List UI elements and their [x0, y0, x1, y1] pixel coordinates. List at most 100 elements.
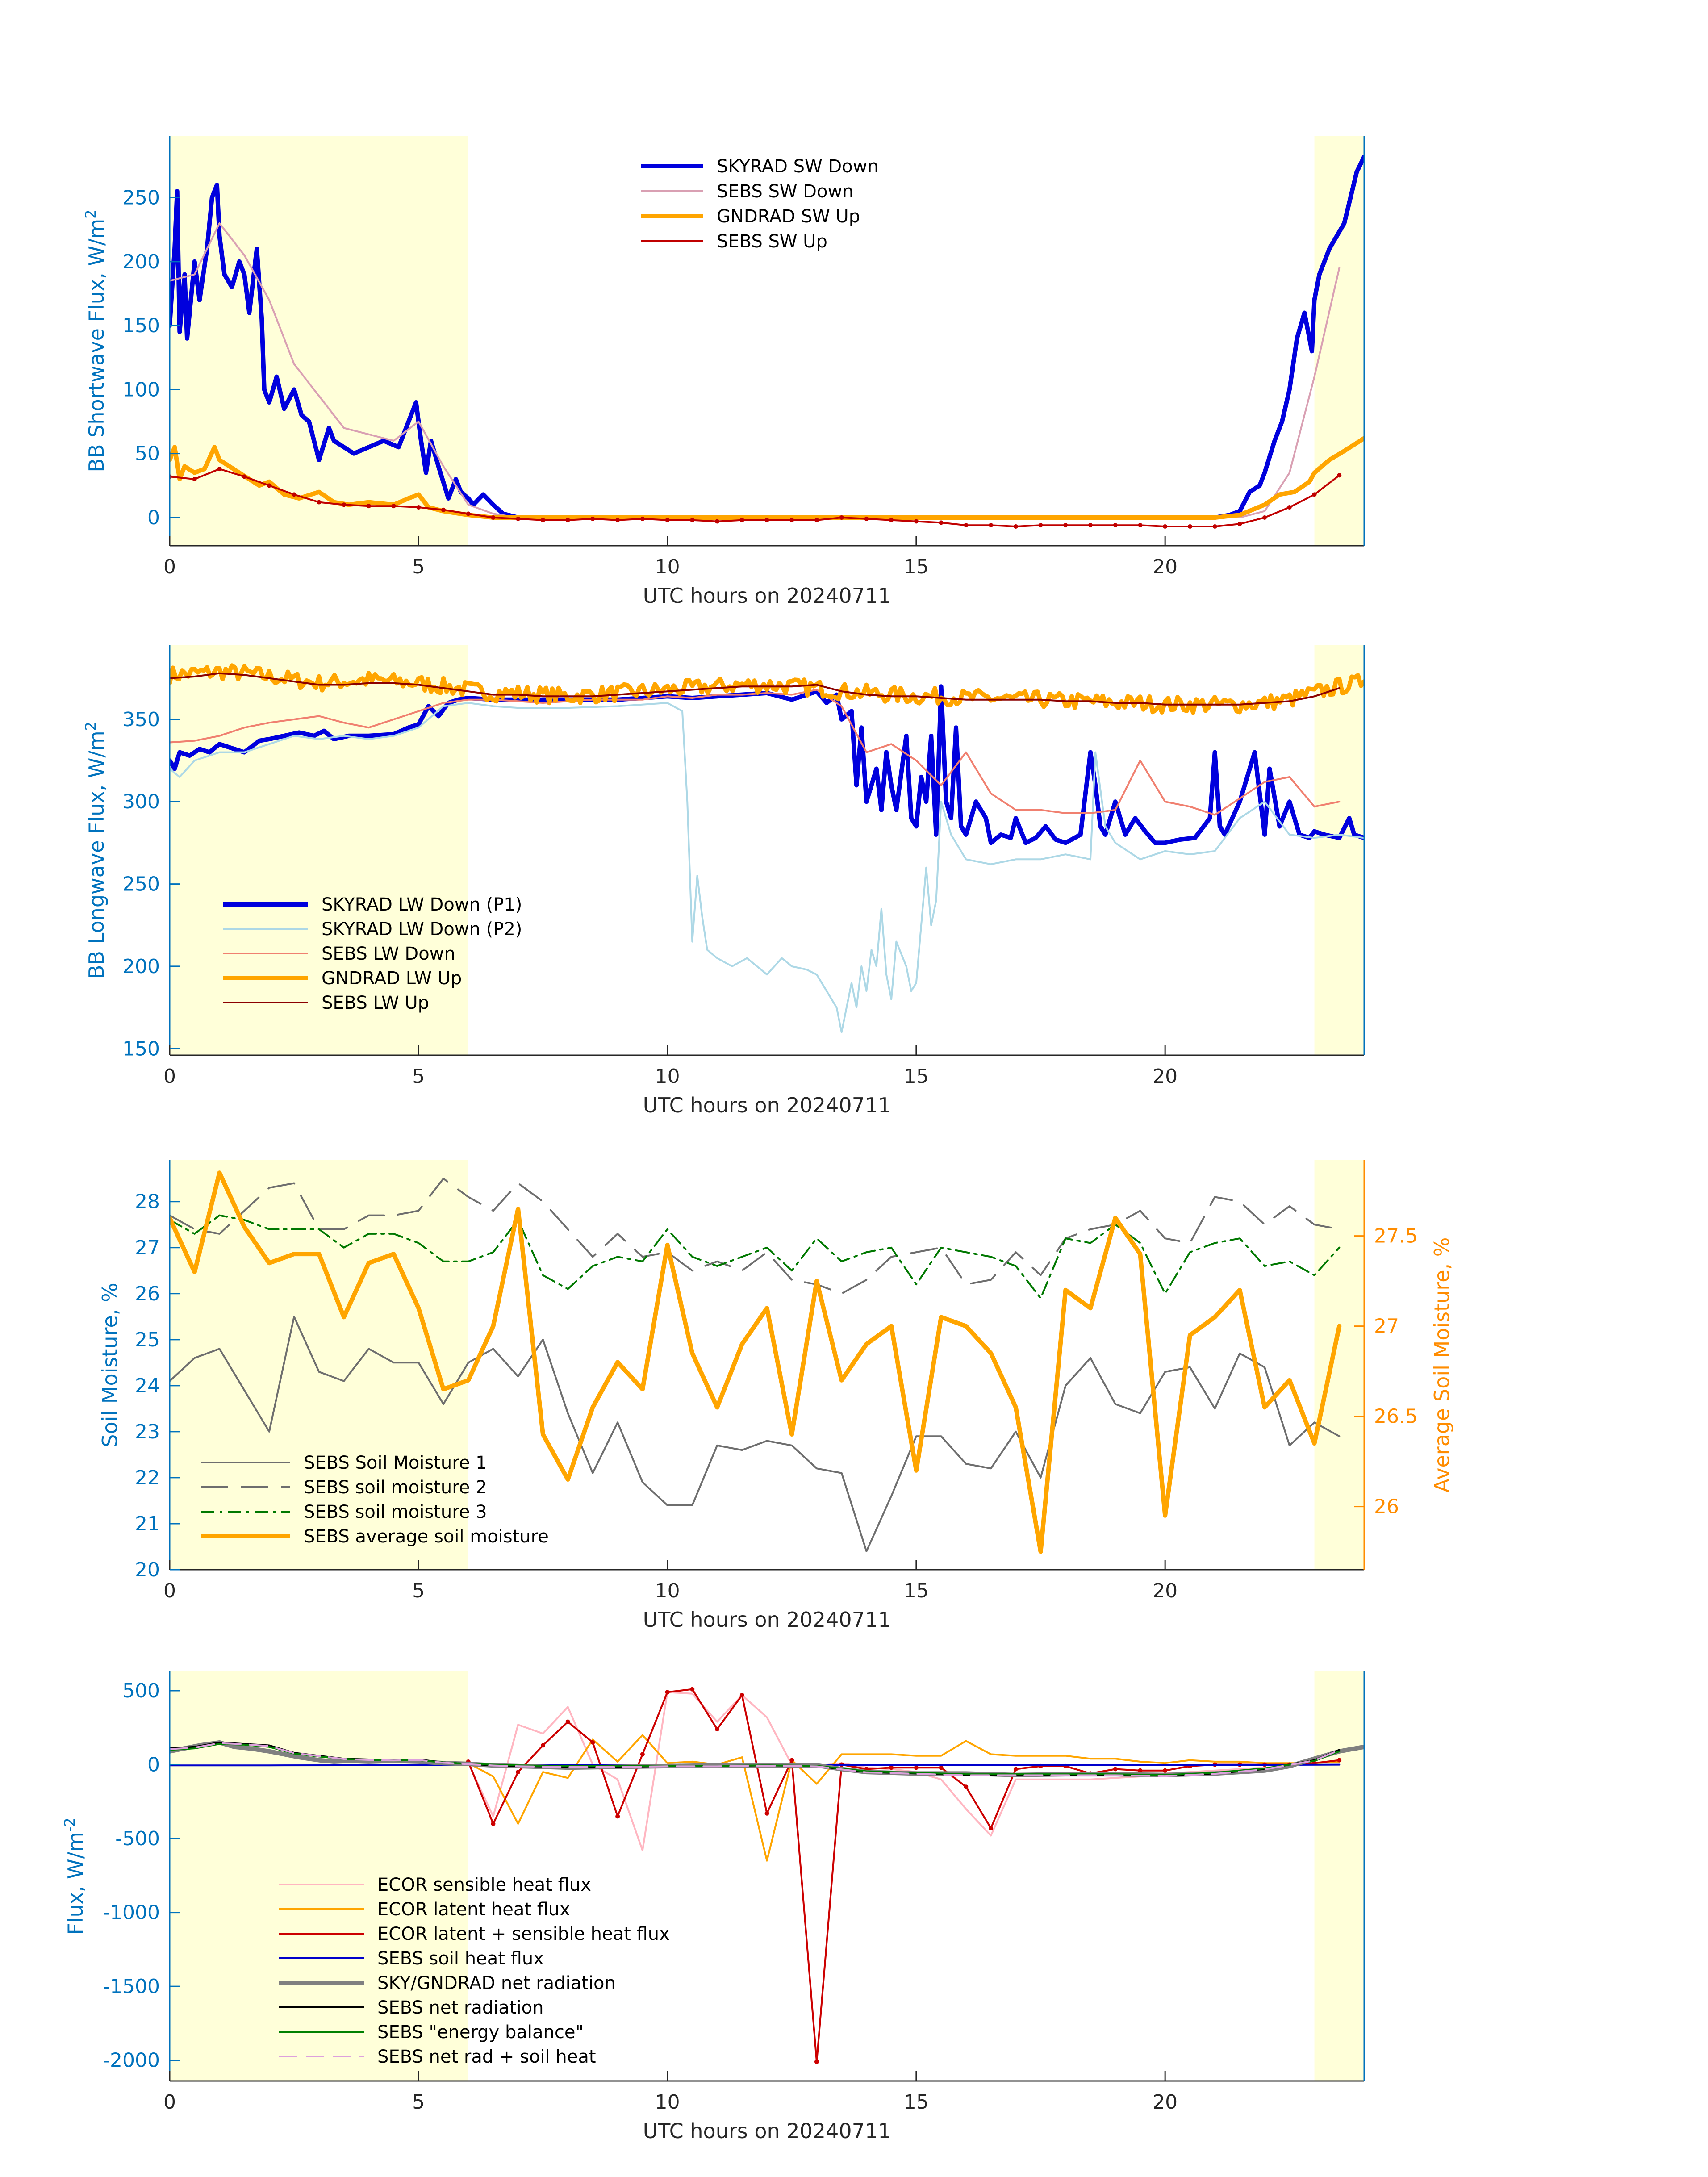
x-axis-label: UTC hours on 20240711	[643, 1608, 891, 1632]
series-marker	[242, 474, 247, 479]
series-marker	[516, 1770, 521, 1775]
series-line-flux-6	[170, 1743, 1341, 1776]
x-tick-label: 20	[1153, 1579, 1178, 1602]
series-marker	[914, 519, 919, 524]
y-tick-label: 27	[135, 1237, 160, 1259]
series-marker	[1113, 523, 1118, 528]
y-axis-label: BB Shortwave Flux, W/m2	[82, 209, 109, 472]
legend-soil: SEBS Soil Moisture 1 SEBS soil moisture 2…	[201, 1453, 549, 1547]
x-tick-label: 10	[655, 1579, 680, 1602]
series-marker	[640, 1752, 645, 1757]
x-tick-label: 0	[163, 1065, 176, 1088]
legend-label: SEBS net rad + soil heat	[377, 2047, 596, 2067]
plot-area	[170, 663, 1364, 1033]
x-tick-label: 10	[655, 2091, 680, 2114]
legend-label: SEBS average soil moisture	[304, 1526, 549, 1547]
series-marker	[1312, 492, 1317, 497]
series-marker	[540, 518, 545, 522]
panel-soil: 0 5 10 15 20 UTC hours on 20240711 20 21 22 23 24 2…	[98, 1160, 1454, 1632]
series-marker	[1163, 1768, 1168, 1773]
x-tick-label: 20	[1153, 556, 1178, 578]
series-marker	[889, 1765, 894, 1770]
series-line-soil-0	[170, 1316, 1341, 1552]
series-marker	[764, 1811, 769, 1816]
legend-label: SKYRAD SW Down	[717, 156, 879, 177]
legend-longwave: SKYRAD LW Down (P1) SKYRAD LW Down (P2) SE…	[223, 894, 522, 1013]
y-tick-label: 250	[122, 187, 160, 209]
x-tick-label: 10	[655, 556, 680, 578]
night-shade-0	[170, 136, 468, 546]
series-marker	[516, 516, 521, 521]
series-marker	[342, 502, 347, 507]
y-tick-label: 25	[135, 1329, 160, 1351]
legend-label: SEBS LW Up	[322, 993, 429, 1013]
y-tick-label: 26	[135, 1283, 160, 1305]
x-tick-label: 5	[412, 1065, 425, 1088]
series-marker	[914, 1765, 919, 1770]
series-marker	[192, 476, 197, 481]
series-marker	[565, 518, 570, 522]
series-line-flux-0	[467, 1691, 1341, 1851]
series-marker	[715, 519, 720, 524]
series-marker	[491, 1821, 496, 1826]
series-marker	[690, 1687, 695, 1692]
legend-label: SEBS "energy balance"	[377, 2022, 584, 2043]
series-line-longwave-1	[170, 702, 1364, 1033]
x-tick-label: 5	[412, 1579, 425, 1602]
y-axis-label: Soil Moisture, %	[98, 1283, 122, 1447]
x-tick-label: 15	[904, 556, 929, 578]
y-axis-label: BB Longwave Flux, W/m2	[82, 722, 109, 979]
y-tick-label: 24	[135, 1375, 160, 1397]
series-marker	[1063, 523, 1068, 528]
series-marker	[789, 1758, 794, 1763]
series-marker	[267, 483, 271, 488]
series-marker	[964, 1784, 969, 1789]
legend-label: SEBS net radiation	[377, 1997, 543, 2018]
y2-tick-label: 27	[1374, 1315, 1399, 1338]
x-tick-label: 10	[655, 1065, 680, 1088]
legend-label: SKY/GNDRAD net radiation	[377, 1973, 616, 1993]
plot-area	[170, 1687, 1364, 2064]
series-marker	[789, 518, 794, 522]
x-tick-label: 0	[163, 2091, 176, 2114]
y-tick-label: 150	[122, 1037, 160, 1060]
series-marker	[889, 518, 894, 522]
series-marker	[1163, 524, 1168, 529]
series-line-flux-2	[467, 1688, 1341, 2063]
night-shade-1	[1314, 645, 1364, 1055]
series-line-longwave-0	[170, 684, 1364, 845]
series-marker	[1287, 505, 1292, 510]
series-marker	[939, 1765, 944, 1770]
legend-label: GNDRAD SW Up	[717, 206, 860, 227]
y-tick-label: 300	[122, 790, 160, 813]
x-tick-label: 5	[412, 2091, 425, 2114]
series-line-flux-7	[170, 1742, 1341, 1777]
series-marker	[466, 511, 471, 516]
series-marker	[839, 515, 844, 520]
y-tick-label: 22	[135, 1467, 160, 1489]
series-marker	[217, 467, 222, 472]
series-marker	[491, 515, 496, 520]
series-line-longwave-4	[170, 672, 1341, 706]
series-marker	[1237, 522, 1242, 526]
series-marker	[416, 505, 421, 510]
series-marker	[739, 518, 744, 522]
series-marker	[1212, 524, 1217, 529]
series-marker	[565, 1719, 570, 1724]
y-axis-label: Flux, W/m-2	[61, 1818, 88, 1935]
series-marker	[292, 492, 296, 497]
legend-label: ECOR latent heat flux	[377, 1899, 570, 1920]
night-shade-1	[1314, 1671, 1364, 2081]
x-tick-label: 0	[163, 1579, 176, 1602]
x-tick-label: 20	[1153, 2091, 1178, 2114]
y-tick-label: 350	[122, 708, 160, 731]
series-marker	[615, 518, 620, 522]
series-marker	[1187, 524, 1192, 529]
legend-shortwave: SKYRAD SW Down SEBS SW Down GNDRAD SW Up SE…	[641, 156, 879, 252]
y-tick-label: 23	[135, 1421, 160, 1443]
legend-label: SEBS soil moisture 3	[304, 1502, 487, 1522]
series-line-soil-1	[170, 1178, 1341, 1295]
y-tick-label: -1000	[103, 1901, 160, 1924]
series-marker	[366, 504, 371, 509]
legend-label: SKYRAD LW Down (P1)	[322, 894, 522, 915]
